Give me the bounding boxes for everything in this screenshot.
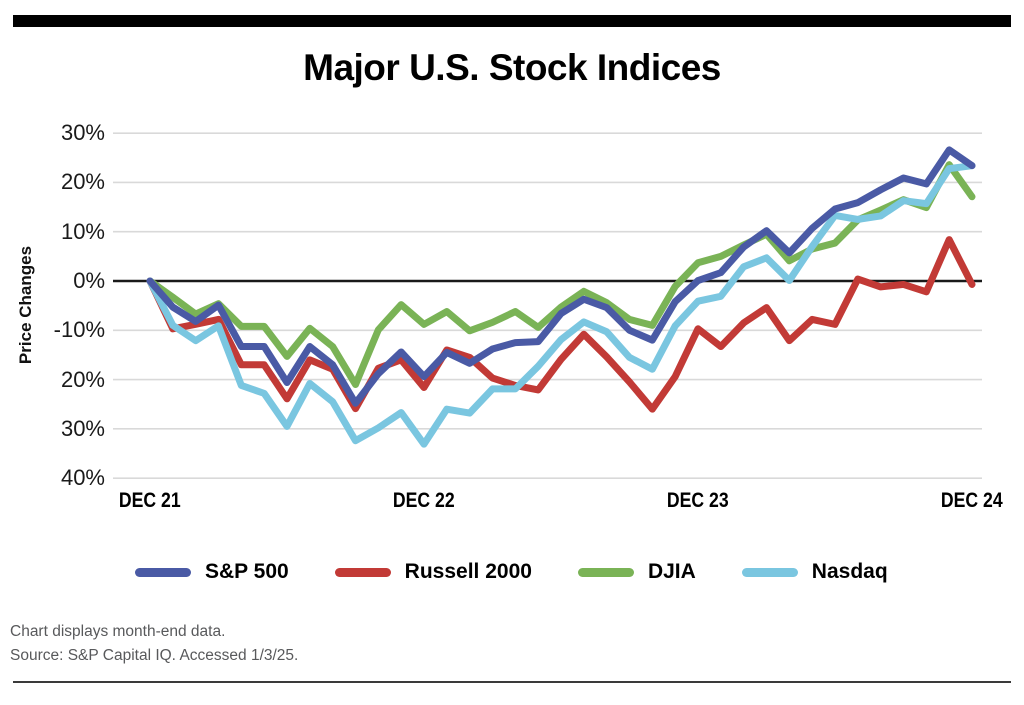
y-tick-label: 30% — [60, 120, 105, 146]
series-lines — [146, 146, 976, 448]
nasdaq-line-swatch-icon — [741, 567, 798, 577]
y-tick-label: 20% — [60, 169, 105, 195]
y-axis-title: Price Changes — [16, 245, 35, 365]
legend-label-nasdaq: Nasdaq — [811, 560, 888, 583]
djia-line-swatch-icon — [577, 567, 634, 577]
legend-item-russell2000: Russell 2000 — [334, 560, 532, 584]
top-rule — [13, 15, 1011, 27]
footnote-source: Source: S&P Capital IQ. Accessed 1/3/25. — [10, 647, 299, 665]
legend: S&P 500 Russell 2000 DJIA Nasdaq — [135, 560, 888, 584]
series-line-s-p-500 — [146, 146, 976, 407]
series-line-djia — [146, 161, 976, 389]
legend-label-sp500: S&P 500 — [205, 560, 289, 583]
legend-item-nasdaq: Nasdaq — [741, 560, 888, 584]
bottom-rule — [13, 681, 1011, 683]
russell2000-line-swatch-icon — [334, 567, 391, 577]
y-tick-label: 30% — [60, 415, 105, 441]
series-line-nasdaq — [146, 162, 976, 448]
legend-label-russell2000: Russell 2000 — [404, 560, 532, 583]
sp500-line-swatch-icon — [135, 567, 191, 577]
legend-item-djia: DJIA — [577, 560, 696, 584]
series-line-russell-2000 — [146, 236, 976, 413]
x-tick-label: DEC 24 — [941, 489, 1003, 512]
footnotes: Chart displays month-end data. Source: S… — [10, 620, 298, 668]
x-tick-label: DEC 21 — [119, 489, 181, 512]
legend-item-sp500: S&P 500 — [135, 560, 289, 584]
x-tick-label: DEC 22 — [393, 489, 455, 512]
y-tick-label: 40% — [60, 465, 105, 491]
y-tick-label: -10% — [53, 317, 105, 343]
chart-title: Major U.S. Stock Indices — [303, 47, 721, 88]
y-tick-label: 10% — [60, 218, 105, 244]
y-tick-label: 20% — [60, 366, 105, 392]
legend-label-djia: DJIA — [647, 560, 696, 583]
y-tick-label: 0% — [73, 268, 105, 293]
x-tick-label: DEC 23 — [667, 489, 729, 512]
footnote-methodology: Chart displays month-end data. — [10, 623, 226, 640]
gridlines — [113, 132, 982, 479]
